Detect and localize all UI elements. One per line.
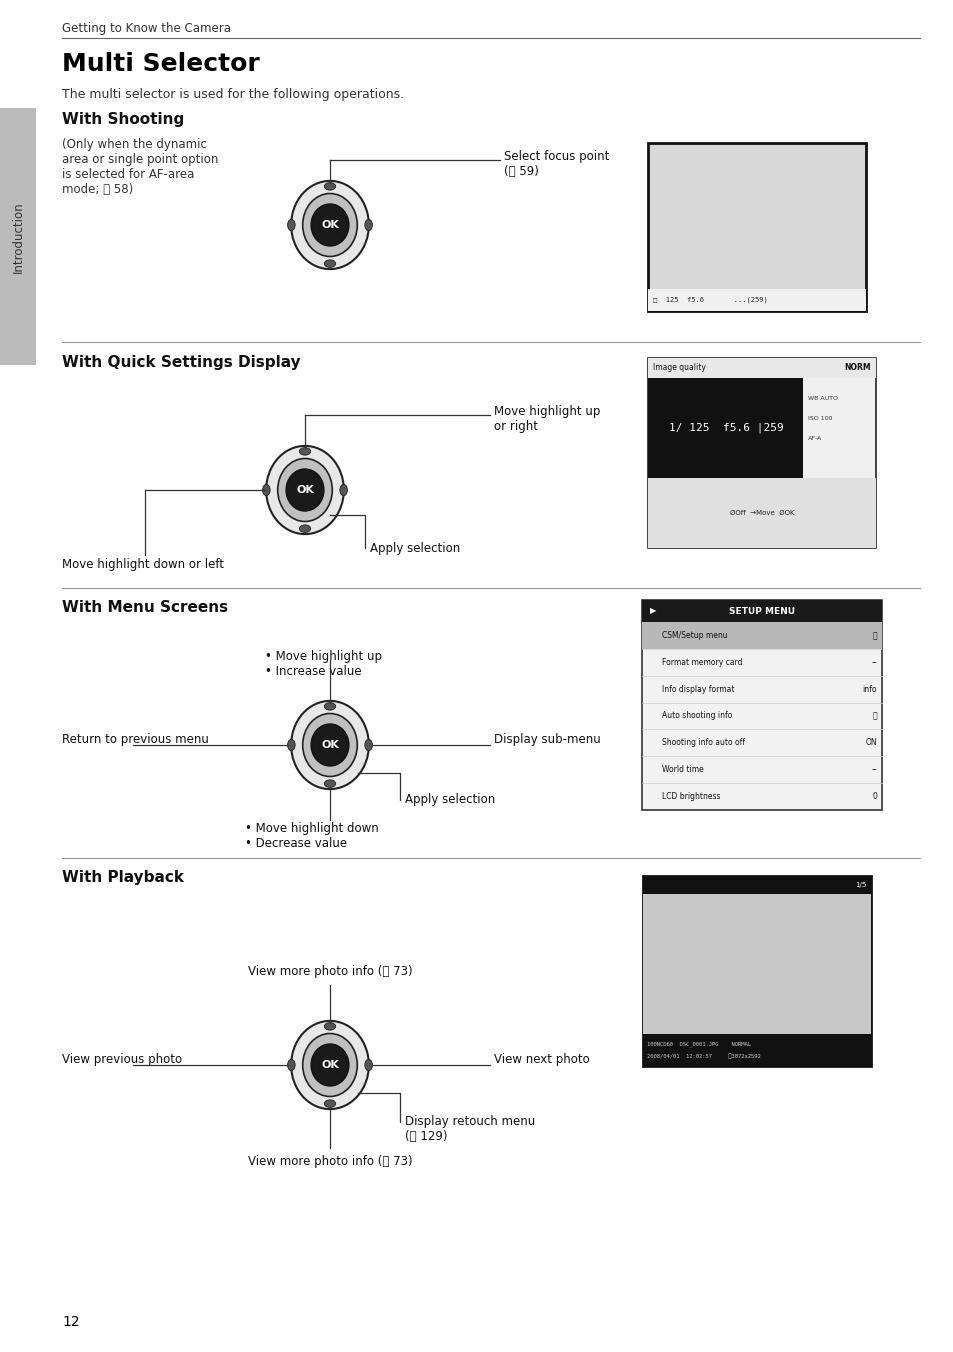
- Text: OK: OK: [321, 220, 338, 230]
- FancyBboxPatch shape: [641, 600, 882, 810]
- Ellipse shape: [364, 219, 372, 231]
- FancyBboxPatch shape: [641, 600, 882, 622]
- Text: View more photo info (ⓘ 73): View more photo info (ⓘ 73): [248, 965, 412, 977]
- Ellipse shape: [324, 183, 335, 191]
- Text: OK: OK: [321, 1060, 338, 1069]
- FancyBboxPatch shape: [642, 1034, 870, 1065]
- Ellipse shape: [287, 1060, 294, 1071]
- Ellipse shape: [324, 780, 335, 787]
- Ellipse shape: [299, 525, 311, 533]
- Text: Display retouch menu
(ⓘ 129): Display retouch menu (ⓘ 129): [405, 1115, 535, 1142]
- Text: Format memory card: Format memory card: [661, 658, 741, 667]
- Ellipse shape: [262, 484, 270, 496]
- Ellipse shape: [302, 193, 357, 257]
- Ellipse shape: [291, 181, 369, 269]
- FancyBboxPatch shape: [647, 379, 802, 479]
- Text: 12: 12: [62, 1315, 79, 1329]
- Text: CSM/Setup menu: CSM/Setup menu: [661, 631, 727, 639]
- Text: With Shooting: With Shooting: [62, 112, 184, 127]
- Text: Shooting info auto off: Shooting info auto off: [661, 738, 744, 748]
- Ellipse shape: [287, 740, 294, 750]
- Ellipse shape: [364, 740, 372, 750]
- Text: The multi selector is used for the following operations.: The multi selector is used for the follo…: [62, 88, 404, 101]
- Text: View more photo info (ⓘ 73): View more photo info (ⓘ 73): [248, 1155, 412, 1168]
- Text: ⓘ: ⓘ: [871, 631, 876, 639]
- FancyBboxPatch shape: [642, 876, 870, 894]
- FancyBboxPatch shape: [647, 479, 875, 548]
- Text: 1/ 125  f5.6 |259: 1/ 125 f5.6 |259: [668, 423, 782, 433]
- Text: ØOff  →Move  ØOK: ØOff →Move ØOK: [729, 510, 794, 516]
- Text: NORM: NORM: [843, 364, 870, 373]
- FancyBboxPatch shape: [0, 108, 36, 365]
- Ellipse shape: [324, 260, 335, 268]
- Text: SETUP MENU: SETUP MENU: [728, 607, 794, 615]
- Ellipse shape: [287, 219, 294, 231]
- Ellipse shape: [311, 1044, 349, 1086]
- Text: --: --: [871, 658, 876, 667]
- FancyBboxPatch shape: [642, 876, 870, 1065]
- FancyBboxPatch shape: [641, 622, 882, 649]
- Text: ▶: ▶: [649, 607, 656, 615]
- Ellipse shape: [339, 484, 347, 496]
- Text: Move highlight down or left: Move highlight down or left: [62, 558, 224, 571]
- Text: ON: ON: [864, 738, 876, 748]
- Text: (Only when the dynamic
area or single point option
is selected for AF-area
mode;: (Only when the dynamic area or single po…: [62, 138, 218, 196]
- Text: 2008/04/01  12:02:57     ⓘ3872x2592: 2008/04/01 12:02:57 ⓘ3872x2592: [646, 1053, 760, 1059]
- Ellipse shape: [302, 1033, 357, 1096]
- Text: Getting to Know the Camera: Getting to Know the Camera: [62, 22, 231, 35]
- Text: OK: OK: [295, 485, 314, 495]
- Ellipse shape: [324, 703, 335, 710]
- Text: With Playback: With Playback: [62, 869, 184, 886]
- Ellipse shape: [266, 446, 343, 534]
- Text: Select focus point
(ⓘ 59): Select focus point (ⓘ 59): [503, 150, 609, 178]
- Text: Return to previous menu: Return to previous menu: [62, 733, 209, 745]
- Text: With Quick Settings Display: With Quick Settings Display: [62, 356, 300, 370]
- FancyBboxPatch shape: [647, 143, 865, 311]
- Text: 1/5: 1/5: [854, 882, 865, 888]
- Text: With Menu Screens: With Menu Screens: [62, 600, 228, 615]
- Text: OK: OK: [321, 740, 338, 750]
- Ellipse shape: [311, 725, 349, 767]
- Text: 100NCD60  DSC_0001.JPG    NORMAL: 100NCD60 DSC_0001.JPG NORMAL: [646, 1041, 750, 1046]
- Ellipse shape: [277, 458, 332, 522]
- Ellipse shape: [311, 204, 349, 246]
- Text: --: --: [871, 765, 876, 775]
- FancyBboxPatch shape: [647, 289, 865, 311]
- Text: info: info: [862, 684, 876, 694]
- Ellipse shape: [299, 448, 311, 456]
- Text: AF-A: AF-A: [807, 435, 821, 441]
- Text: Apply selection: Apply selection: [370, 542, 459, 556]
- FancyBboxPatch shape: [647, 358, 875, 548]
- Text: Image quality: Image quality: [652, 364, 705, 373]
- Ellipse shape: [291, 1021, 369, 1109]
- Text: Introduction: Introduction: [11, 201, 25, 273]
- Text: WB AUTO: WB AUTO: [807, 396, 837, 400]
- Ellipse shape: [302, 714, 357, 776]
- Text: • Move highlight up
• Increase value: • Move highlight up • Increase value: [265, 650, 381, 677]
- Text: 0: 0: [871, 792, 876, 802]
- Ellipse shape: [291, 700, 369, 790]
- Text: • Move highlight down
• Decrease value: • Move highlight down • Decrease value: [245, 822, 378, 850]
- Text: □  125  f5.6       ...(259): □ 125 f5.6 ...(259): [652, 296, 767, 303]
- Text: Apply selection: Apply selection: [405, 794, 495, 806]
- Ellipse shape: [364, 1060, 372, 1071]
- Text: ⓘ: ⓘ: [871, 711, 876, 721]
- Text: View previous photo: View previous photo: [62, 1052, 182, 1065]
- Text: Multi Selector: Multi Selector: [62, 51, 259, 76]
- Text: LCD brightness: LCD brightness: [661, 792, 720, 802]
- Text: Display sub-menu: Display sub-menu: [494, 733, 600, 745]
- FancyBboxPatch shape: [647, 358, 875, 379]
- Text: Auto shooting info: Auto shooting info: [661, 711, 732, 721]
- Ellipse shape: [286, 469, 324, 511]
- Text: Info display format: Info display format: [661, 684, 734, 694]
- Text: Move highlight up
or right: Move highlight up or right: [494, 406, 599, 433]
- Text: View next photo: View next photo: [494, 1052, 589, 1065]
- FancyBboxPatch shape: [642, 894, 870, 1034]
- Text: World time: World time: [661, 765, 703, 775]
- Ellipse shape: [324, 1101, 335, 1107]
- Ellipse shape: [324, 1022, 335, 1030]
- Text: ISO 100: ISO 100: [807, 415, 832, 420]
